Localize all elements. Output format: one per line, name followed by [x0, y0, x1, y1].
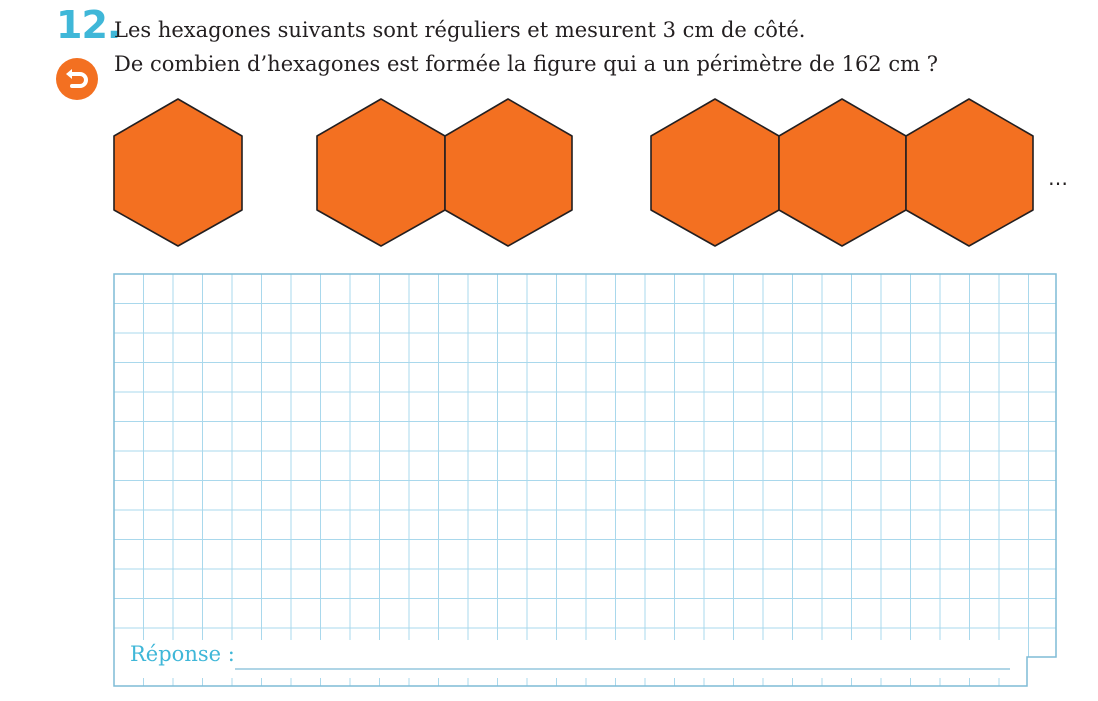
question-line-1: Les hexagones suivants sont réguliers et… [114, 18, 806, 42]
hexagon-figures [113, 98, 1034, 247]
figure-3-hexagons [650, 98, 1034, 247]
hexagon [444, 98, 573, 247]
continuation-ellipsis: … [1048, 166, 1068, 190]
figure-2-hexagons [316, 98, 573, 247]
answer-label: Réponse : [130, 642, 235, 666]
grid-border [113, 273, 1057, 687]
exercise-number-dot: . [106, 3, 121, 47]
hexagon [905, 98, 1034, 247]
exercise-number: 12. [56, 2, 121, 48]
exercise-number-value: 12 [56, 3, 108, 47]
hexagon [113, 98, 243, 247]
figure-1-hexagon [113, 98, 243, 247]
undo-arrow-icon[interactable] [56, 58, 98, 100]
question-line-2: De combien d’hexagones est formée la fig… [114, 52, 938, 76]
answer-band [114, 640, 1026, 680]
